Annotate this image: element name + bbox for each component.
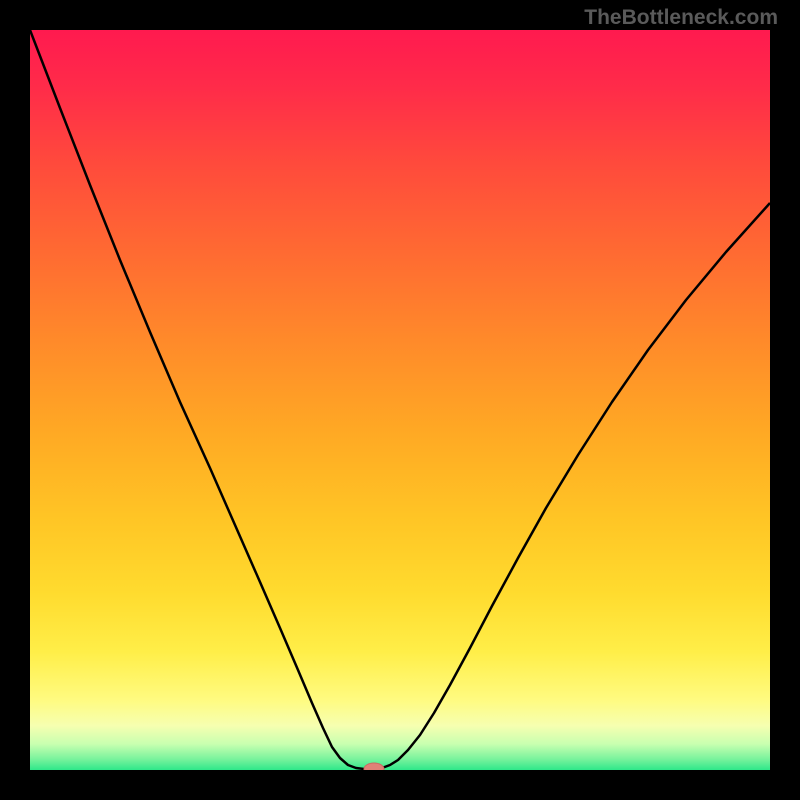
bottleneck-chart (30, 30, 770, 770)
bottleneck-curve (30, 30, 770, 770)
watermark-text: TheBottleneck.com (584, 6, 778, 30)
minimum-marker (364, 763, 384, 770)
